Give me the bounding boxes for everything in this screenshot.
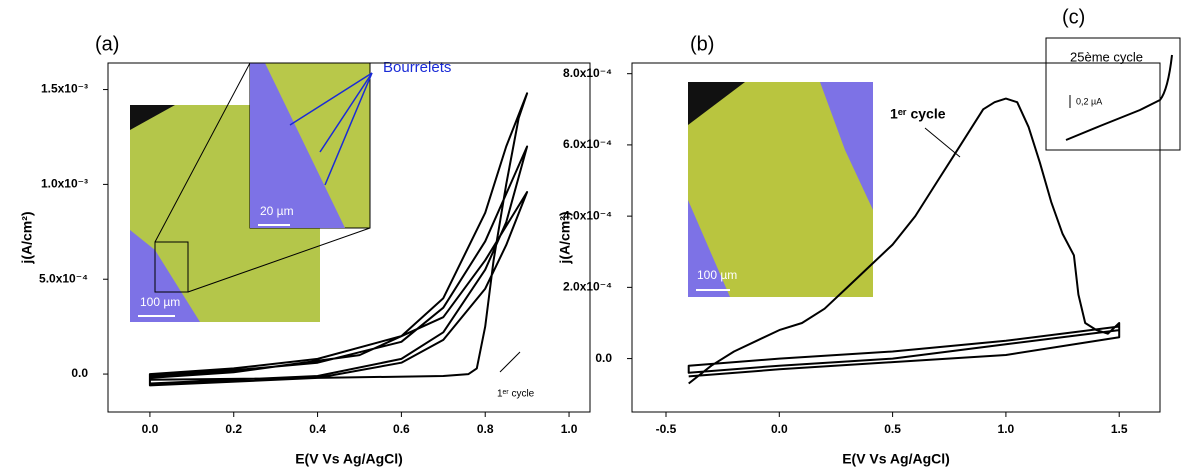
y-tick-label: 1.5x10⁻³ (41, 82, 88, 96)
annotation: 0,2 µA (1076, 96, 1102, 106)
y-tick-label: 4.0x10⁻⁴ (563, 208, 612, 222)
y-tick-label: 2.0x10⁻⁴ (563, 280, 612, 294)
x-tick-label: 1.0 (561, 422, 578, 436)
cv-curve (148, 92, 529, 387)
x-tick-label: 0.4 (309, 422, 326, 436)
arrow (499, 351, 521, 373)
micrograph-substrate (820, 82, 873, 210)
y-tick-label: 8.0x10⁻⁴ (563, 66, 612, 80)
micrograph-dark (130, 105, 175, 130)
x-tick-label: 0.2 (225, 422, 242, 436)
scale-label: 100 µm (697, 268, 737, 282)
y-tick-label: 0.0 (595, 351, 612, 365)
x-tick-label: 0.8 (477, 422, 494, 436)
panel-label: (b) (690, 33, 714, 55)
panel-label: (a) (95, 33, 119, 55)
micrograph-substrate (688, 200, 730, 297)
scale-label: 20 µm (260, 204, 294, 218)
y-axis-label: j(A/cm²) (19, 211, 35, 264)
arrow (324, 72, 373, 186)
plot-frame (631, 62, 1161, 413)
y-tick-label: 1.0x10⁻³ (41, 177, 88, 191)
x-tick-label: 0.0 (142, 422, 159, 436)
cv-curve (687, 97, 1121, 385)
micrograph-substrate (130, 230, 200, 322)
annotation: 1ᵉʳ cycle (890, 106, 946, 122)
arrow (319, 72, 373, 153)
x-tick-label: 1.0 (998, 422, 1015, 436)
y-tick-label: 0.0 (71, 366, 88, 380)
panel-label: (c) (1062, 6, 1085, 28)
annotation: 1ᵉʳ cycle (497, 389, 535, 400)
arrow (289, 72, 373, 126)
x-tick-label: -0.5 (656, 422, 677, 436)
annotation: 25ème cycle (1070, 49, 1143, 64)
arrow (924, 127, 961, 158)
plot-frame (107, 62, 591, 413)
x-axis-label: E(V Vs Ag/AgCl) (295, 451, 403, 467)
zoom-substrate (250, 63, 345, 228)
x-axis-label: E(V Vs Ag/AgCl) (842, 451, 950, 467)
inset-frame (1045, 37, 1181, 151)
x-tick-label: 1.5 (1111, 422, 1128, 436)
x-tick-label: 0.6 (393, 422, 410, 436)
micrograph-dark (688, 82, 745, 125)
zoom-line (154, 62, 251, 243)
scale-label: 100 µm (140, 295, 180, 309)
inset-curve (1065, 54, 1173, 141)
y-tick-label: 6.0x10⁻⁴ (563, 137, 612, 151)
y-axis-label: j(A/cm²) (557, 211, 573, 264)
x-tick-label: 0.0 (771, 422, 788, 436)
y-tick-label: 5.0x10⁻⁴ (39, 271, 88, 285)
x-tick-label: 0.5 (884, 422, 901, 436)
zoom-line (187, 227, 371, 293)
annotation: Bourrelets (383, 59, 451, 76)
zoom-box (154, 241, 189, 293)
